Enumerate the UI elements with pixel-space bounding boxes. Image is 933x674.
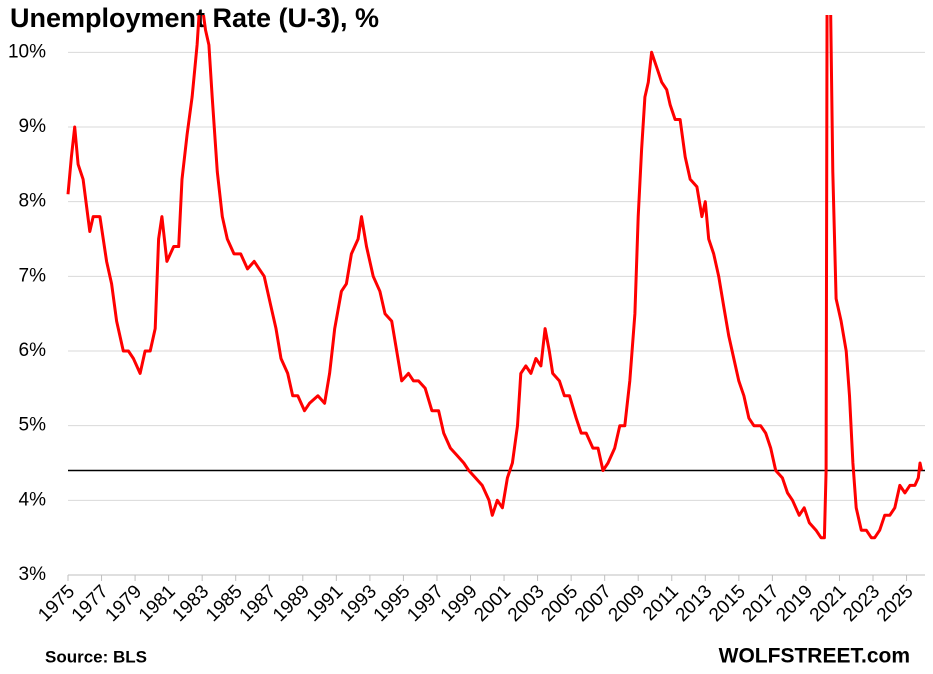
y-tick-label: 4% (19, 489, 47, 510)
x-tick-label: 2003 (504, 581, 549, 626)
x-tick-label: 2015 (705, 581, 750, 626)
x-tick-label: 2005 (537, 581, 582, 626)
x-tick-label: 2013 (672, 581, 717, 626)
y-tick-label: 3% (19, 564, 47, 585)
x-tick-label: 1989 (269, 581, 314, 626)
y-tick-label: 6% (19, 340, 47, 361)
x-tick-label: 1997 (403, 581, 448, 626)
x-tick-label: 1985 (202, 581, 247, 626)
x-tick-label: 2009 (605, 581, 650, 626)
x-tick-label: 2025 (873, 581, 918, 626)
x-tick-label: 2023 (839, 581, 884, 626)
y-tick-label: 5% (19, 415, 47, 436)
chart-title: Unemployment Rate (U-3), % (10, 3, 379, 33)
x-tick-label: 1993 (336, 581, 381, 626)
source: Source: BLS (45, 647, 147, 666)
x-tick-label: 1991 (303, 581, 348, 626)
y-tick-label: 7% (19, 265, 47, 286)
y-tick-label: 10% (8, 41, 46, 62)
line-series (66, 15, 924, 540)
y-tick-label: 8% (19, 191, 47, 212)
x-tick-label: 2017 (739, 581, 784, 626)
x-tick-label: 1977 (68, 581, 113, 626)
x-tick-label: 1975 (34, 581, 79, 626)
x-tick-label: 2019 (772, 581, 817, 626)
credit: WOLFSTREET.com (719, 645, 910, 668)
x-tick-label: 1995 (370, 581, 415, 626)
x-tick-label: 1979 (101, 581, 146, 626)
x-tick-label: 1981 (135, 581, 180, 626)
x-tick-label: 2021 (806, 581, 851, 626)
x-tick-label: 1999 (437, 581, 482, 626)
x-tick-label: 1987 (236, 581, 281, 626)
x-tick-label: 1983 (169, 581, 214, 626)
y-tick-label: 9% (19, 116, 47, 137)
x-tick-label: 2001 (470, 581, 515, 626)
x-tick-label: 2007 (571, 581, 616, 626)
x-tick-label: 2011 (639, 581, 683, 625)
